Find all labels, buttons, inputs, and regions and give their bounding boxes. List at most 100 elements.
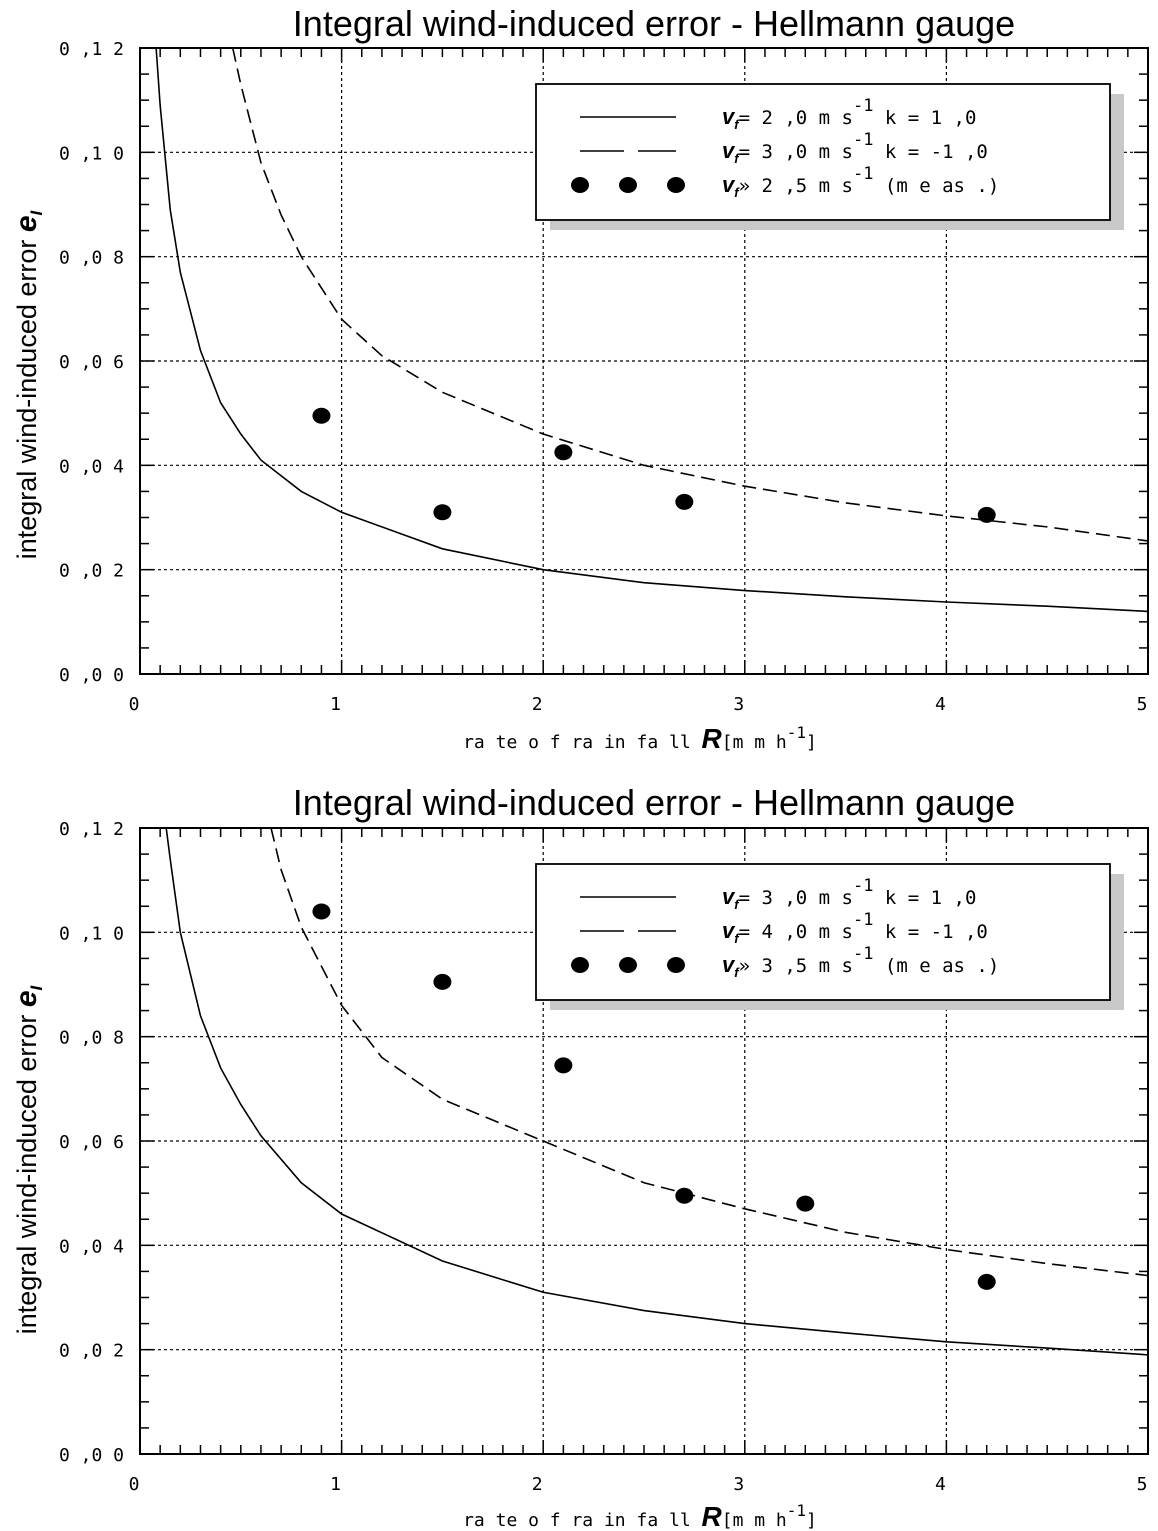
legend-box — [535, 83, 1111, 221]
x-tick-label: 3 — [733, 1474, 744, 1495]
x-axis-unit-close: ] — [806, 1510, 817, 1531]
y-axis-label: integral wind-induced error eI — [10, 984, 46, 1334]
x-tick-label: 2 — [532, 1474, 543, 1495]
y-tick-label: 0 ,0 0 — [59, 665, 124, 686]
x-axis-symbol: R — [702, 723, 723, 754]
data-point-measured — [796, 1195, 815, 1212]
legend-box — [535, 863, 1111, 1001]
legend-label: vf» 2 ,5 m s-1 (m e as .) — [722, 164, 999, 200]
y-tick-label: 0 ,0 8 — [59, 1028, 124, 1049]
legend-marker — [571, 957, 589, 973]
y-axis-subscript: I — [27, 984, 46, 990]
y-tick-label: 0 ,0 2 — [59, 561, 124, 582]
legend-exponent: -1 — [853, 130, 873, 150]
data-point-measured — [977, 1273, 996, 1290]
legend-subscript: f — [734, 965, 740, 980]
plot-frame — [139, 47, 1149, 675]
series-line-dashed — [231, 48, 1148, 542]
legend-subscript: f — [734, 117, 740, 132]
data-point-measured — [554, 1057, 573, 1074]
legend-text: (m e as .) — [873, 175, 999, 197]
x-tick-label: 5 — [1137, 694, 1148, 715]
legend-subscript: f — [734, 931, 740, 946]
x-axis-label: ra te o f ra in fa ll R[m m h-1] — [463, 723, 817, 754]
legend-symbol: v — [722, 918, 736, 943]
y-axis-label-text: integral wind-induced error — [12, 232, 42, 559]
y-axis-label-text: integral wind-induced error — [12, 1007, 42, 1334]
y-tick-label: 0 ,1 2 — [59, 819, 124, 840]
legend-text: = 4 ,0 m s — [739, 921, 853, 943]
legend-subscript: f — [734, 151, 740, 166]
y-tick-label: 0 ,0 0 — [59, 1445, 124, 1466]
legend-symbol: v — [722, 952, 736, 977]
x-tick-label: 5 — [1137, 1474, 1148, 1495]
x-axis-unit: [m m h — [722, 1510, 787, 1531]
y-tick-label: 0 ,0 6 — [59, 1132, 124, 1153]
x-tick-label: 0 — [129, 694, 140, 715]
legend-text: k = -1 ,0 — [873, 141, 987, 163]
legend-label: vf» 3 ,5 m s-1 (m e as .) — [722, 944, 999, 980]
legend-symbol: v — [722, 884, 736, 909]
x-tick-label: 2 — [532, 694, 543, 715]
y-tick-label: 0 ,1 0 — [59, 923, 124, 944]
x-tick-label: 4 — [935, 694, 946, 715]
legend-text: (m e as .) — [873, 955, 999, 977]
legend-text: k = 1 ,0 — [873, 107, 976, 129]
legend-text: » 2 ,5 m s — [739, 175, 853, 197]
data-point-measured — [977, 506, 996, 523]
legend-marker — [667, 177, 685, 193]
x-tick-label: 1 — [330, 694, 341, 715]
x-axis-symbol: R — [702, 1501, 723, 1531]
x-tick-label: 1 — [330, 1474, 341, 1495]
data-point-measured — [433, 504, 452, 521]
y-tick-label: 0 ,0 2 — [59, 1341, 124, 1362]
legend-marker — [619, 957, 637, 973]
chart-panel-top: Integral wind-induced error - Hellmann g… — [10, 3, 1149, 754]
legend-symbol: v — [722, 172, 736, 197]
legend-exponent: -1 — [853, 876, 873, 896]
legend-marker — [571, 177, 589, 193]
plot-frame — [139, 827, 1149, 1455]
x-axis-label: ra te o f ra in fa ll R[m m h-1] — [463, 1501, 817, 1531]
legend-exponent: -1 — [853, 164, 873, 184]
series-line-solid — [155, 48, 1148, 613]
data-point-measured — [312, 407, 331, 424]
legend-text: k = -1 ,0 — [873, 921, 987, 943]
legend-text: k = 1 ,0 — [873, 887, 976, 909]
chart-title: Integral wind-induced error - Hellmann g… — [293, 3, 1015, 44]
x-axis-label-text: ra te o f ra in fa ll — [463, 732, 701, 753]
y-axis-symbol: e — [10, 215, 43, 232]
y-tick-label: 0 ,0 4 — [59, 456, 124, 477]
legend-label: vf= 4 ,0 m s-1 k = -1 ,0 — [722, 910, 988, 946]
x-axis-label-text: ra te o f ra in fa ll — [463, 1510, 701, 1531]
y-axis-symbol: e — [10, 990, 43, 1007]
x-tick-label: 3 — [733, 694, 744, 715]
x-axis-unit-close: ] — [806, 732, 817, 753]
legend-text: = 3 ,0 m s — [739, 141, 853, 163]
x-axis-unit: [m m h — [722, 732, 787, 753]
data-point-measured — [433, 973, 452, 990]
data-point-measured — [675, 493, 694, 510]
legend-text: » 3 ,5 m s — [739, 955, 853, 977]
chart-panel-bottom: Integral wind-induced error - Hellmann g… — [10, 782, 1149, 1531]
x-axis-unit-exponent: -1 — [787, 723, 806, 742]
x-axis-unit-exponent: -1 — [787, 1501, 806, 1520]
legend-marker — [619, 177, 637, 193]
legend-exponent: -1 — [853, 910, 873, 930]
data-point-measured — [675, 1187, 694, 1204]
y-axis-label: integral wind-induced error eI — [10, 209, 46, 559]
x-tick-label: 0 — [129, 1474, 140, 1495]
legend-text: = 3 ,0 m s — [739, 887, 853, 909]
legend-label: vf= 2 ,0 m s-1 k = 1 ,0 — [722, 96, 976, 132]
legend-exponent: -1 — [853, 96, 873, 116]
chart-title: Integral wind-induced error - Hellmann g… — [293, 782, 1015, 823]
y-tick-label: 0 ,0 8 — [59, 248, 124, 269]
legend-marker — [667, 957, 685, 973]
legend-text: = 2 ,0 m s — [739, 107, 853, 129]
legend-symbol: v — [722, 138, 736, 163]
legend-subscript: f — [734, 897, 740, 912]
legend-exponent: -1 — [853, 944, 873, 964]
y-tick-label: 0 ,0 6 — [59, 352, 124, 373]
legend-label: vf= 3 ,0 m s-1 k = -1 ,0 — [722, 130, 988, 166]
